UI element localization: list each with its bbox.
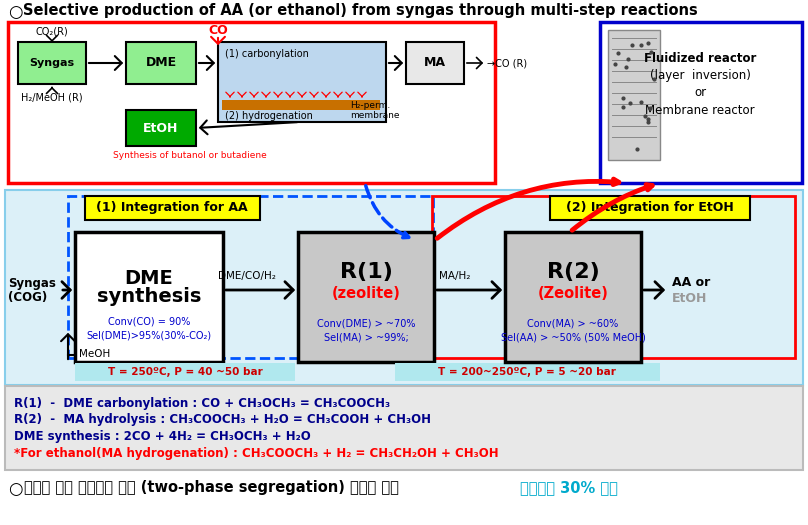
Text: AA or: AA or bbox=[672, 276, 710, 289]
Text: 생산비용 30% 절감: 생산비용 30% 절감 bbox=[520, 480, 618, 495]
Text: R(2)  -  MA hydrolysis : CH₃COOCH₃ + H₂O = CH₃COOH + CH₃OH: R(2) - MA hydrolysis : CH₃COOCH₃ + H₂O =… bbox=[14, 413, 431, 426]
Text: 유동층 신규 반응공정 기술 (two-phase segregation) 개발을 통한: 유동층 신규 반응공정 기술 (two-phase segregation) 개… bbox=[24, 480, 399, 495]
Bar bbox=[126, 42, 196, 84]
Bar bbox=[75, 232, 223, 362]
Bar bbox=[85, 196, 260, 220]
Text: DME: DME bbox=[124, 268, 174, 288]
Text: Conv(DME) > ~70%: Conv(DME) > ~70% bbox=[317, 319, 415, 329]
Text: DME/CO/H₂: DME/CO/H₂ bbox=[218, 271, 276, 281]
Bar bbox=[218, 42, 386, 122]
Text: (1) Integration for AA: (1) Integration for AA bbox=[96, 202, 248, 215]
Text: Sel(AA) > ~50% (50% MeOH): Sel(AA) > ~50% (50% MeOH) bbox=[501, 333, 646, 343]
Text: CO: CO bbox=[208, 24, 228, 37]
Text: H₂-perm.: H₂-perm. bbox=[350, 100, 390, 110]
Bar bbox=[8, 22, 495, 183]
Text: R(1)  -  DME carbonylation : CO + CH₃OCH₃ = CH₃COOCH₃: R(1) - DME carbonylation : CO + CH₃OCH₃ … bbox=[14, 397, 390, 410]
Bar bbox=[395, 363, 660, 381]
Bar bbox=[5, 190, 803, 385]
Text: (2) hydrogenation: (2) hydrogenation bbox=[225, 111, 313, 121]
Text: EtOH: EtOH bbox=[672, 291, 707, 304]
Text: (zeolite): (zeolite) bbox=[331, 287, 401, 301]
Bar bbox=[222, 100, 380, 110]
Text: (Zeolite): (Zeolite) bbox=[537, 287, 608, 301]
Text: MA/H₂: MA/H₂ bbox=[440, 271, 471, 281]
Text: (COG): (COG) bbox=[8, 291, 47, 304]
Text: Syngas: Syngas bbox=[29, 58, 74, 68]
Text: Synthesis of butanol or butadiene: Synthesis of butanol or butadiene bbox=[113, 151, 267, 160]
Text: EtOH: EtOH bbox=[143, 121, 179, 134]
Text: (1) carbonylation: (1) carbonylation bbox=[225, 49, 309, 59]
Bar bbox=[18, 42, 86, 84]
Bar bbox=[550, 196, 750, 220]
Text: ○: ○ bbox=[8, 3, 23, 21]
Text: T = 250ºC, P = 40 ~50 bar: T = 250ºC, P = 40 ~50 bar bbox=[107, 367, 263, 377]
Bar bbox=[68, 196, 433, 358]
Text: Conv(MA) > ~60%: Conv(MA) > ~60% bbox=[528, 319, 619, 329]
Text: Selective production of AA (or ethanol) from syngas through multi-step reactions: Selective production of AA (or ethanol) … bbox=[23, 3, 698, 18]
Text: (2) Integration for EtOH: (2) Integration for EtOH bbox=[566, 202, 734, 215]
Bar bbox=[406, 42, 464, 84]
Bar bbox=[75, 363, 295, 381]
Text: R(1): R(1) bbox=[339, 262, 393, 282]
Text: Membrane reactor: Membrane reactor bbox=[645, 103, 755, 117]
Bar bbox=[505, 232, 641, 362]
Text: membrane: membrane bbox=[350, 110, 399, 120]
Text: DME synthesis : 2CO + 4H₂ = CH₃OCH₃ + H₂O: DME synthesis : 2CO + 4H₂ = CH₃OCH₃ + H₂… bbox=[14, 430, 311, 443]
Text: (layer  inversion): (layer inversion) bbox=[650, 68, 751, 81]
Text: Sel(MA) > ~99%;: Sel(MA) > ~99%; bbox=[324, 333, 408, 343]
Text: T = 200~250ºC, P = 5 ~20 bar: T = 200~250ºC, P = 5 ~20 bar bbox=[438, 367, 616, 377]
Text: R(2): R(2) bbox=[547, 262, 600, 282]
Text: or: or bbox=[694, 86, 706, 99]
Text: Conv(CO) = 90%: Conv(CO) = 90% bbox=[107, 317, 190, 327]
Bar bbox=[5, 386, 803, 470]
Text: →CO (R): →CO (R) bbox=[487, 58, 527, 68]
Bar bbox=[432, 196, 795, 358]
Text: CO₂(R): CO₂(R) bbox=[36, 26, 69, 36]
Bar bbox=[608, 30, 660, 160]
Text: DME: DME bbox=[145, 57, 177, 69]
Text: ○: ○ bbox=[8, 480, 23, 498]
Text: synthesis: synthesis bbox=[97, 288, 201, 307]
Text: MeOH: MeOH bbox=[79, 349, 110, 359]
Bar bbox=[126, 110, 196, 146]
Text: Sel(DME)>95%(30%-CO₂): Sel(DME)>95%(30%-CO₂) bbox=[86, 331, 212, 341]
Text: MA: MA bbox=[424, 57, 446, 69]
Text: *For ethanol(MA hydrogenation) : CH₃COOCH₃ + H₂ = CH₃CH₂OH + CH₃OH: *For ethanol(MA hydrogenation) : CH₃COOC… bbox=[14, 447, 499, 460]
Text: Syngas: Syngas bbox=[8, 277, 56, 289]
Bar bbox=[600, 22, 802, 183]
Bar bbox=[298, 232, 434, 362]
Text: H₂/MeOH (R): H₂/MeOH (R) bbox=[21, 92, 82, 102]
Text: Fluidized reactor: Fluidized reactor bbox=[644, 51, 756, 65]
